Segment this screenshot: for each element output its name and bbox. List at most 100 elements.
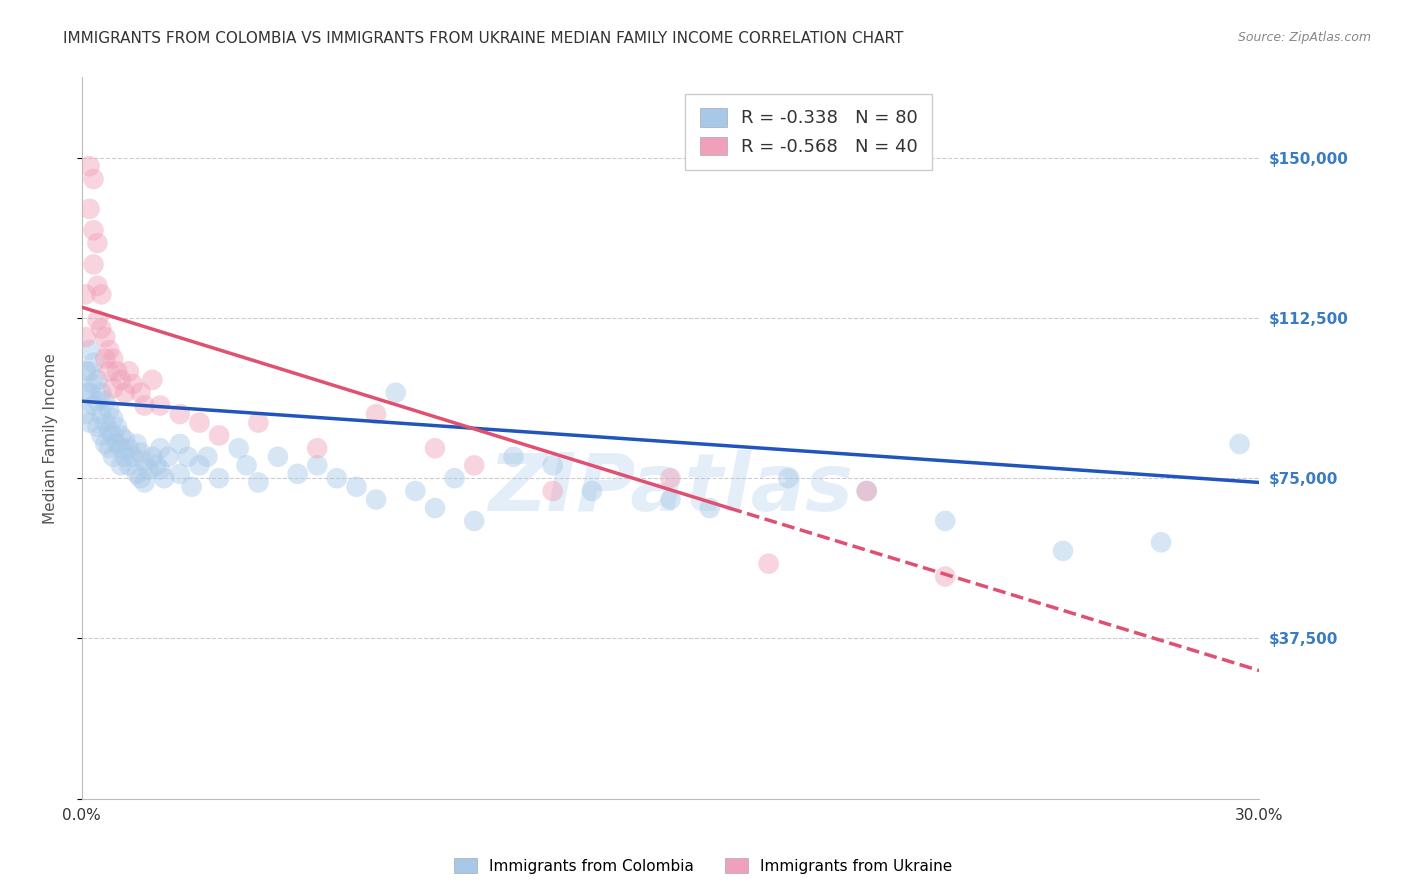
Point	[94, 416, 117, 430]
Point	[1229, 437, 1251, 451]
Point	[98, 442, 121, 456]
Point	[228, 442, 250, 456]
Point	[101, 428, 124, 442]
Point	[134, 399, 156, 413]
Point	[169, 467, 191, 481]
Point	[134, 475, 156, 490]
Point	[98, 424, 121, 438]
Point	[934, 569, 956, 583]
Point	[443, 471, 465, 485]
Point	[105, 364, 128, 378]
Legend: Immigrants from Colombia, Immigrants from Ukraine: Immigrants from Colombia, Immigrants fro…	[449, 852, 957, 880]
Point	[79, 343, 101, 357]
Point	[79, 364, 101, 378]
Point	[110, 442, 132, 456]
Point	[177, 450, 200, 464]
Point	[121, 377, 143, 392]
Point	[118, 364, 141, 378]
Point	[105, 437, 128, 451]
Point	[423, 501, 446, 516]
Point	[581, 483, 603, 498]
Point	[114, 433, 136, 447]
Point	[101, 411, 124, 425]
Point	[195, 450, 218, 464]
Point	[79, 385, 101, 400]
Point	[90, 287, 112, 301]
Point	[121, 450, 143, 464]
Point	[83, 223, 105, 237]
Point	[75, 385, 97, 400]
Point	[758, 557, 780, 571]
Point	[346, 480, 368, 494]
Text: ZIPatlas: ZIPatlas	[488, 450, 853, 527]
Point	[129, 385, 152, 400]
Point	[110, 428, 132, 442]
Point	[404, 483, 426, 498]
Y-axis label: Median Family Income: Median Family Income	[44, 352, 58, 524]
Point	[86, 313, 108, 327]
Point	[86, 394, 108, 409]
Point	[384, 385, 406, 400]
Point	[94, 330, 117, 344]
Point	[934, 514, 956, 528]
Point	[287, 467, 309, 481]
Point	[208, 471, 231, 485]
Point	[90, 385, 112, 400]
Point	[83, 399, 105, 413]
Point	[855, 483, 877, 498]
Point	[138, 462, 160, 476]
Point	[79, 202, 101, 216]
Point	[153, 471, 176, 485]
Point	[141, 450, 163, 464]
Point	[1150, 535, 1173, 549]
Point	[1052, 544, 1074, 558]
Point	[83, 377, 105, 392]
Point	[463, 514, 485, 528]
Point	[86, 373, 108, 387]
Point	[114, 385, 136, 400]
Point	[94, 394, 117, 409]
Point	[75, 407, 97, 421]
Point	[98, 343, 121, 357]
Point	[307, 442, 329, 456]
Point	[364, 407, 387, 421]
Point	[114, 450, 136, 464]
Point	[75, 364, 97, 378]
Point	[101, 381, 124, 395]
Point	[134, 454, 156, 468]
Point	[125, 467, 148, 481]
Point	[86, 278, 108, 293]
Point	[86, 236, 108, 251]
Point	[235, 458, 257, 473]
Point	[326, 471, 349, 485]
Point	[169, 437, 191, 451]
Point	[105, 420, 128, 434]
Point	[129, 445, 152, 459]
Point	[110, 373, 132, 387]
Point	[778, 471, 800, 485]
Point	[118, 442, 141, 456]
Point	[98, 402, 121, 417]
Point	[541, 483, 564, 498]
Point	[75, 330, 97, 344]
Text: Source: ZipAtlas.com: Source: ZipAtlas.com	[1237, 31, 1371, 45]
Point	[502, 450, 524, 464]
Point	[149, 462, 172, 476]
Point	[247, 475, 270, 490]
Point	[149, 399, 172, 413]
Point	[659, 471, 682, 485]
Point	[75, 287, 97, 301]
Point	[169, 407, 191, 421]
Point	[83, 257, 105, 271]
Point	[86, 420, 108, 434]
Point	[659, 492, 682, 507]
Point	[364, 492, 387, 507]
Point	[423, 442, 446, 456]
Point	[94, 351, 117, 366]
Point	[145, 458, 167, 473]
Point	[90, 428, 112, 442]
Point	[90, 407, 112, 421]
Point	[79, 159, 101, 173]
Point	[208, 428, 231, 442]
Point	[118, 458, 141, 473]
